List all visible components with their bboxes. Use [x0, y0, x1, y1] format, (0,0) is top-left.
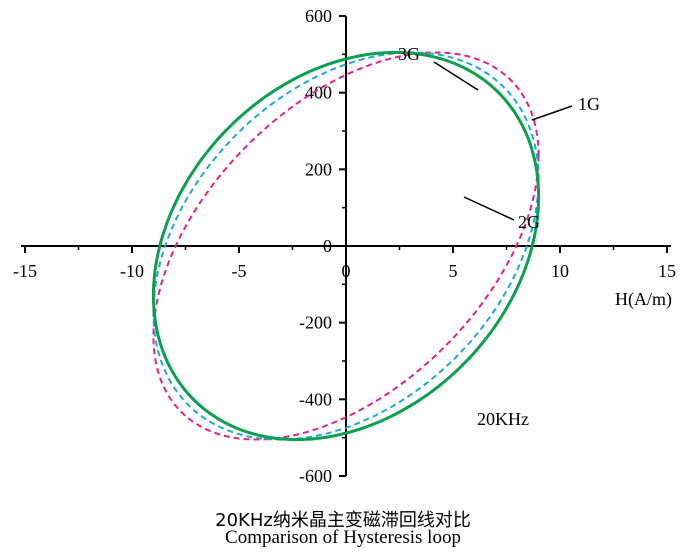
series-label-1g: 1G — [578, 94, 600, 114]
y-tick-label: -400 — [299, 389, 332, 409]
x-axis-label: H(A/m) — [615, 289, 672, 310]
y-tick-label: -200 — [299, 313, 332, 333]
axes: -15 -10 -5 0 5 10 15 -600 -400 -200 0 200 400 600 — [13, 6, 676, 486]
chart-subtitle: Comparison of Hysteresis loop — [225, 527, 461, 548]
leader-1g — [531, 105, 573, 121]
leader-3g — [433, 61, 479, 91]
y-tick-label: -600 — [299, 466, 332, 486]
chart-title: 20KHz纳米晶主变磁滞回线对比 — [215, 510, 471, 531]
loop-1g — [152, 51, 540, 441]
series-label-3g: 3G — [398, 44, 420, 64]
x-tick-label: 0 — [342, 261, 351, 281]
y-tick-label: 600 — [305, 6, 332, 26]
y-ticks: -600 -400 -200 0 200 400 600 — [299, 6, 346, 486]
x-tick-label: 10 — [551, 261, 569, 281]
y-tick-label: 0 — [323, 236, 332, 256]
x-tick-label: -10 — [120, 261, 144, 281]
x-tick-label: -15 — [13, 261, 37, 281]
x-tick-label: 5 — [449, 261, 458, 281]
legend-labels: 3G 1G 2G — [398, 44, 600, 232]
legend-leader-lines — [433, 61, 573, 221]
y-tick-label: 200 — [305, 159, 332, 179]
y-tick-label: 400 — [305, 83, 332, 103]
x-tick-label: -5 — [232, 261, 247, 281]
x-tick-label: 15 — [658, 261, 676, 281]
leader-2g — [463, 196, 515, 221]
series-label-2g: 2G — [518, 212, 540, 232]
frequency-annotation: 20KHz — [477, 409, 529, 429]
loop-3g — [151, 50, 541, 442]
x-ticks: -15 -10 -5 0 5 10 15 — [13, 246, 676, 281]
hysteresis-loops — [151, 50, 541, 442]
